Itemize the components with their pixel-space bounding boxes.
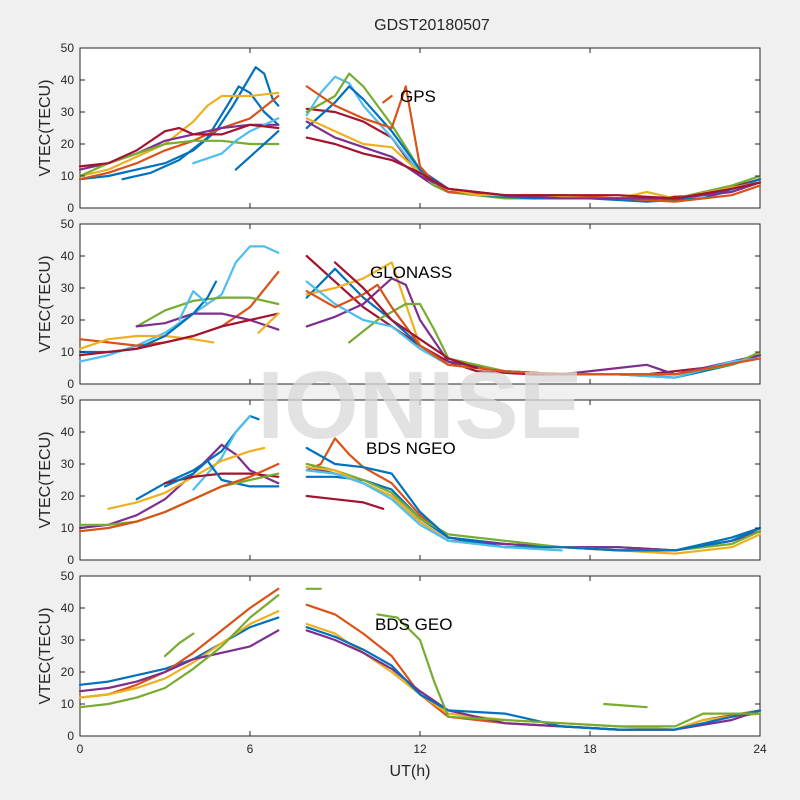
series-line-7 (192, 117, 280, 165)
panel-4: 0 10 20 30 40 50 0 6 12 18 24 VTEC(TECU) UT(h) BDS GE… (37, 569, 767, 780)
y-tick-label: 30 (61, 457, 75, 471)
x-tick-label: 12 (413, 742, 427, 756)
series-line-4 (135, 312, 280, 331)
series-line-18 (382, 94, 393, 104)
y-tick-label: 0 (67, 377, 74, 391)
axes-box (79, 47, 761, 209)
panel-annotation: BDS NGEO (366, 439, 456, 458)
y-axis-label: VTEC(TECU) (37, 608, 54, 705)
y-tick-label: 30 (61, 633, 75, 647)
series-line-2 (192, 414, 252, 491)
series-line-2 (121, 85, 280, 181)
series-line-4 (78, 629, 280, 693)
x-tick-label: 24 (753, 742, 767, 756)
panel-annotation: BDS GEO (375, 615, 452, 634)
series-line-5 (78, 594, 280, 709)
series-line-16 (305, 283, 762, 376)
series-line-8 (78, 123, 280, 168)
series-line-5 (78, 334, 215, 350)
series-line-16 (305, 469, 563, 552)
series-line-14 (305, 85, 762, 203)
panel-annotation: GPS (400, 87, 436, 106)
y-tick-label: 0 (67, 201, 74, 215)
series-line-3 (78, 610, 280, 699)
series-line-7 (78, 312, 280, 357)
y-tick-label: 0 (67, 553, 74, 567)
x-axis-label: UT(h) (390, 763, 431, 780)
x-tick-label: 6 (247, 742, 254, 756)
watermark: IONISE (257, 352, 582, 459)
axes-box (79, 575, 761, 737)
panel-annotation: GLONASS (370, 263, 452, 282)
y-axis-label: VTEC(TECU) (37, 432, 54, 529)
series-line-13 (603, 702, 648, 709)
figure-title: GDST20180507 (374, 17, 490, 34)
series-line-17 (333, 261, 478, 370)
y-tick-label: 30 (61, 281, 75, 295)
series-line-1 (78, 616, 280, 686)
axes-box (79, 399, 761, 561)
x-tick-label: 0 (77, 742, 84, 756)
y-tick-label: 10 (61, 345, 75, 359)
series-line-1 (78, 66, 280, 181)
y-tick-label: 0 (67, 729, 74, 743)
series-line-6 (163, 632, 195, 658)
y-tick-label: 50 (61, 393, 75, 407)
series-line-13 (305, 277, 762, 376)
y-tick-label: 10 (61, 169, 75, 183)
y-tick-label: 30 (61, 105, 75, 119)
series-line-9 (257, 312, 280, 334)
panels-group: 0 10 20 30 40 50 VTEC(TECU) GPS 0 10 20 30 40 50 VTEC(… (37, 41, 767, 780)
series-line-3 (78, 94, 280, 181)
y-tick-label: 50 (61, 569, 75, 583)
y-tick-label: 20 (61, 313, 75, 327)
series-line-4 (78, 91, 280, 178)
y-tick-label: 20 (61, 665, 75, 679)
series-line-8 (178, 290, 209, 322)
series-line-8 (78, 462, 280, 533)
y-tick-label: 40 (61, 249, 75, 263)
y-tick-label: 40 (61, 601, 75, 615)
series-line-9 (234, 130, 280, 171)
panel-3: 0 10 20 30 40 50 VTEC(TECU) BDS NGEO (37, 393, 762, 567)
y-tick-label: 40 (61, 425, 75, 439)
y-tick-label: 20 (61, 489, 75, 503)
series-line-17 (305, 136, 762, 200)
y-tick-label: 20 (61, 137, 75, 151)
y-tick-label: 50 (61, 41, 75, 55)
y-axis-label: VTEC(TECU) (37, 80, 54, 177)
y-tick-label: 10 (61, 697, 75, 711)
y-tick-label: 40 (61, 73, 75, 87)
series-line-10 (305, 494, 385, 510)
series-line-6 (163, 459, 280, 488)
series-line-11 (305, 626, 762, 731)
series-line-15 (305, 117, 762, 200)
series-line-12 (376, 613, 762, 728)
panel-2: 0 10 20 30 40 50 VTEC(TECU) GLONASS (37, 217, 762, 391)
y-tick-label: 50 (61, 217, 75, 231)
series-line-15 (305, 446, 762, 552)
y-axis-label: VTEC(TECU) (37, 256, 54, 353)
y-tick-label: 10 (61, 521, 75, 535)
panel-1: 0 10 20 30 40 50 VTEC(TECU) GPS (37, 41, 762, 215)
x-tick-label: 18 (583, 742, 597, 756)
